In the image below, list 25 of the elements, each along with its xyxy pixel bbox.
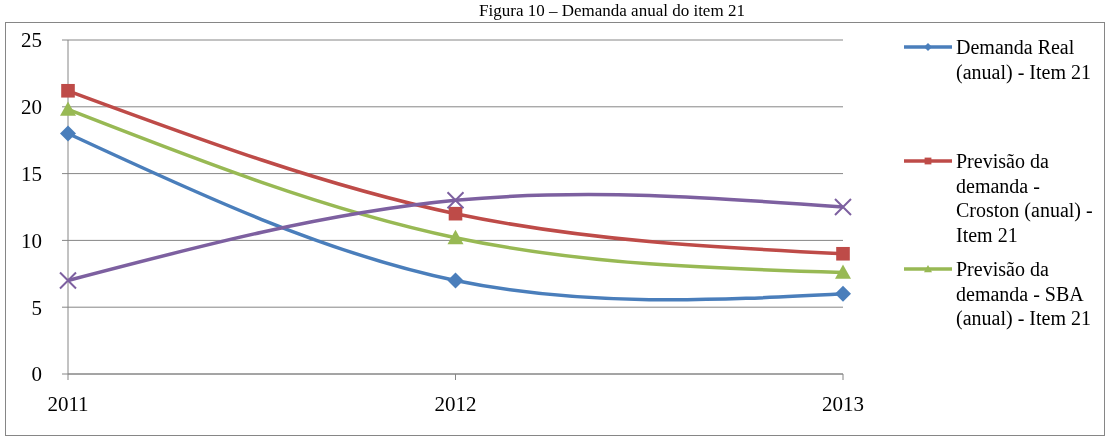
point: [834, 198, 852, 216]
point: [448, 206, 463, 221]
legend-label: Previsão da demanda - Croston (anual) - Item 21: [956, 149, 1094, 247]
point: [447, 272, 464, 289]
point: [446, 191, 465, 210]
point: [60, 101, 76, 116]
x-tick-label: 2012: [434, 391, 477, 416]
y-tick-label: 5: [31, 295, 42, 320]
point: [836, 246, 850, 261]
y-tick-label: 25: [21, 28, 42, 53]
x-tick-label: 2013: [822, 391, 864, 416]
y-tick-label: 10: [21, 228, 42, 253]
y-tick-label: 15: [21, 162, 42, 187]
point: [59, 271, 77, 290]
chart-title: Figura 10 – Demanda anual do item 21: [478, 1, 746, 21]
point: [835, 285, 851, 302]
x-tick-label: 2011: [47, 391, 89, 416]
y-tick-label: 20: [21, 95, 42, 120]
legend-label: Previsão da demanda - SBA (anual) - Item 21: [956, 257, 1092, 331]
legend-label: Demanda Real (anual) - Item 21: [956, 35, 1092, 84]
y-tick-label: 0: [31, 362, 42, 387]
point: [60, 125, 76, 142]
point: [835, 264, 851, 279]
point: [61, 83, 75, 98]
point: [447, 229, 464, 245]
